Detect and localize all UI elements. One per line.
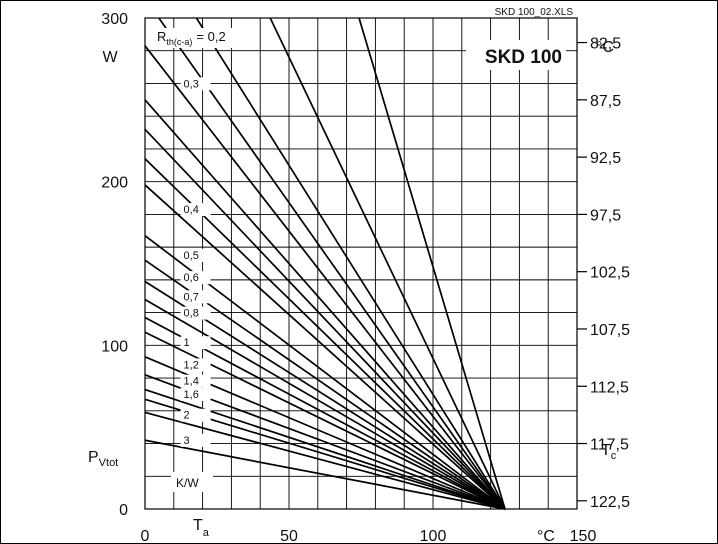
y-unit-label: W (102, 49, 118, 66)
series-label-mask (180, 374, 211, 388)
series-label: 1 (184, 337, 190, 349)
y2-tick-label: 112,5 (590, 379, 629, 396)
series-label: 1,2 (184, 359, 199, 371)
series-label: 2 (184, 410, 190, 422)
y2-tick-label: 102,5 (590, 265, 630, 282)
series-label: 1,4 (184, 376, 199, 388)
series-line (144, 411, 506, 510)
y2-tick-label: 107,5 (590, 322, 630, 339)
param-header: Rth(c-a) = 0,2 (157, 29, 226, 47)
series-label-mask (180, 358, 211, 372)
param-header-mask (154, 28, 238, 48)
param-subscript: th(c-a) (166, 37, 192, 47)
series-label-mask (180, 77, 211, 91)
x-tick-label: 50 (280, 528, 298, 544)
series-label-mask (180, 306, 211, 320)
y2-tick-label: 82,5 (590, 36, 621, 53)
y2-tick-label: 122,5 (590, 494, 630, 511)
y-tick-label: 0 (119, 502, 128, 519)
param-first-value: = 0,2 (196, 29, 225, 44)
series-label-mask (180, 336, 211, 350)
series-label: 0,3 (184, 78, 199, 90)
series-label-mask (180, 203, 211, 217)
series-line (144, 158, 506, 510)
x-tick-label: 150 (570, 528, 597, 544)
param-unit-mask (171, 472, 213, 492)
y-symbol-label: PVtot (88, 449, 118, 469)
series-line (358, 17, 506, 510)
series-label: 0,6 (184, 272, 199, 284)
series-line (144, 99, 506, 510)
tick-labels: 0 100 200 300 0 50 100 150 82,5 87,5 92,5 97,5 102,5… (101, 11, 630, 544)
series-line (195, 17, 506, 510)
y2-tick-label: 97,5 (590, 207, 621, 224)
series-line (158, 17, 506, 510)
x-tick-label: 0 (141, 528, 150, 544)
y2-symbol-label: Tc (601, 442, 617, 462)
y2-unit-label: °C (596, 39, 614, 56)
series-label-mask (180, 387, 211, 401)
file-tag: SKD 100_02.XLS (495, 7, 574, 18)
device-title: SKD 100 (485, 47, 562, 68)
series-label: 0,7 (184, 291, 199, 303)
x-tick-label: 100 (420, 528, 447, 544)
y2-tick-label: 92,5 (590, 150, 621, 167)
series-line (144, 45, 506, 510)
series-label-mask (180, 248, 211, 262)
series-line (144, 439, 506, 510)
series-label: 3 (184, 435, 190, 447)
param-unit-label: K/W (176, 476, 199, 490)
series-label: 1,6 (184, 389, 199, 401)
x-symbol-label: Ta (193, 517, 210, 539)
series-label: 0,8 (184, 308, 199, 320)
series-line (144, 316, 506, 510)
y2-tick-label: 117,5 (590, 437, 629, 454)
series-label-mask (180, 433, 211, 447)
series-line (144, 184, 506, 510)
plot-border (144, 17, 578, 510)
series-line (144, 298, 506, 510)
y-tick-label: 300 (101, 11, 128, 28)
y2-tick-label: 87,5 (590, 93, 621, 110)
y-tick-label: 100 (101, 338, 128, 355)
y-tick-label: 200 (101, 175, 128, 192)
series-line (269, 17, 506, 510)
file-tag-mask (492, 4, 574, 16)
series-line (144, 128, 506, 510)
series-labels: 0,3 0,4 0,5 0,6 0,7 0,8 1 1,2 1,41,6 2 3 (180, 77, 211, 447)
series-label-mask (180, 408, 211, 422)
series-label-mask (180, 271, 211, 285)
series-label: 0,4 (184, 204, 199, 216)
param-symbol: R (157, 29, 166, 44)
device-title-mask (466, 40, 566, 70)
x-unit-label: °C (537, 528, 555, 544)
series-label-mask (180, 290, 211, 304)
series-label: 0,5 (184, 250, 199, 262)
